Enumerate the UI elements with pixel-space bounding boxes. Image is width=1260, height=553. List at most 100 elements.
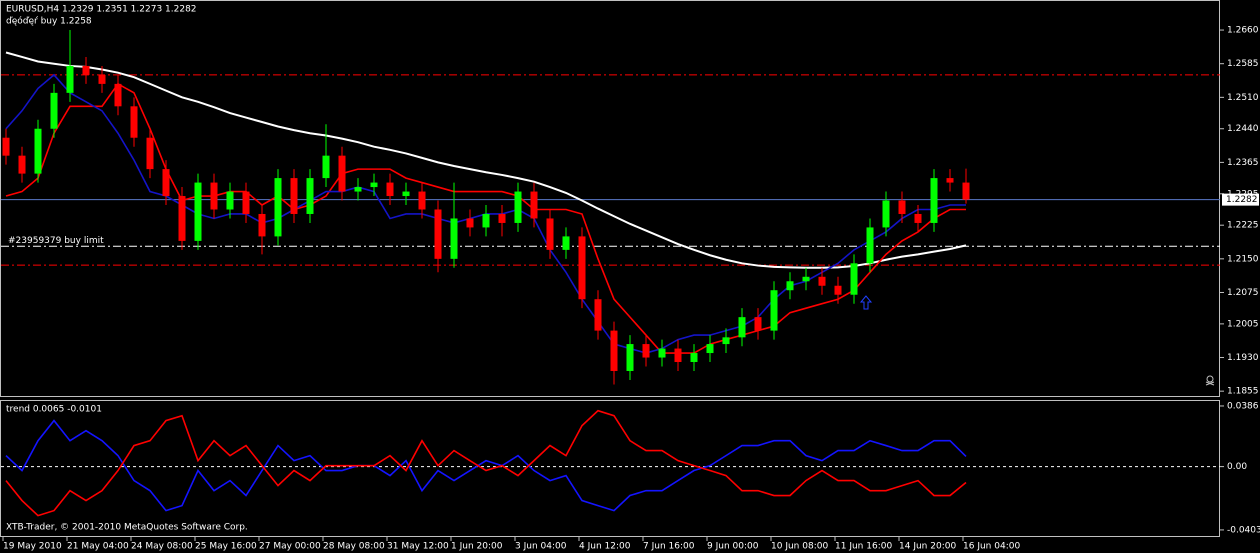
candle-body [18, 155, 26, 174]
y-tick-label: 1.2150 [1227, 254, 1259, 264]
candle-body [274, 178, 282, 237]
candle-body [290, 178, 298, 214]
candle-body [2, 137, 10, 156]
candle-body [162, 169, 170, 197]
candle-body [530, 191, 538, 219]
candle-body [114, 83, 122, 107]
x-tick-label: 27 May 00:00 [259, 542, 321, 552]
x-tick-label: 4 Jun 12:00 [579, 542, 631, 552]
y-tick-label: 1.2585 [1227, 59, 1259, 69]
candle-body [786, 281, 794, 291]
candle-body [466, 218, 474, 228]
candle-body [354, 187, 362, 192]
y-tick-label: 1.2005 [1227, 319, 1259, 329]
x-tick-label: 1 Jun 20:00 [451, 542, 503, 552]
x-tick-label: 19 May 2010 [3, 542, 62, 552]
candle-body [626, 344, 634, 371]
candle-body [882, 200, 890, 228]
candle-body [98, 74, 106, 84]
candle-body [322, 155, 330, 179]
candle-body [610, 330, 618, 371]
candle-body [642, 344, 650, 358]
candle-body [594, 299, 602, 331]
candle-body [370, 182, 378, 188]
x-tick-label: 21 May 04:00 [67, 542, 129, 552]
candle-body [546, 218, 554, 250]
y-tick-label: 1.2225 [1227, 221, 1259, 231]
x-tick-label: 7 Jun 16:00 [643, 542, 695, 552]
y-tick-label: 0.0386 [1227, 401, 1259, 411]
bid-box [1222, 193, 1259, 206]
y-tick-label: 1.2075 [1227, 288, 1259, 298]
x-tick-label: 25 May 16:00 [195, 542, 257, 552]
y-tick-label: -0.0403 [1227, 525, 1260, 535]
candle-body [146, 137, 154, 170]
indicator-line [5, 409, 967, 517]
candle-body [818, 276, 826, 286]
x-tick-label: 16 Jun 04:00 [963, 542, 1020, 552]
x-tick-label: 3 Jun 04:00 [515, 542, 567, 552]
x-tick-label: 28 May 08:00 [323, 542, 385, 552]
candle-body [210, 182, 218, 210]
candle-body [66, 65, 74, 93]
x-tick-label: 9 Jun 00:00 [707, 542, 759, 552]
candle-body [82, 65, 90, 75]
x-tick-label: 10 Jun 08:00 [771, 542, 828, 552]
candle-body [578, 236, 586, 300]
candle-body [834, 285, 842, 295]
x-tick-label: 11 Jun 16:00 [835, 542, 892, 552]
candle-body [674, 348, 682, 363]
y-tick-label: 1.2365 [1227, 158, 1259, 168]
candle-body [482, 213, 490, 228]
expert-icon [1205, 375, 1215, 386]
candle-body [738, 317, 746, 338]
candle-body [50, 92, 58, 129]
candle-body [946, 178, 954, 183]
candle-body [450, 218, 458, 259]
candle-body [242, 191, 250, 214]
indicator-line [5, 419, 967, 512]
candle-body [690, 353, 698, 363]
candle-body [258, 213, 266, 237]
y-tick-label: 0.00 [1227, 462, 1247, 472]
x-tick-label: 24 May 08:00 [131, 542, 193, 552]
copyright: XTB-Trader, © 2001-2010 MetaQuotes Softw… [6, 523, 248, 533]
candle-body [754, 317, 762, 331]
chart-title: EURUSD,H4 1.2329 1.2351 1.2273 1.2282 [6, 5, 197, 15]
x-tick-label: 31 May 12:00 [387, 542, 449, 552]
candle-body [498, 213, 506, 223]
y-tick-label: 1.2440 [1227, 124, 1259, 134]
x-tick-label: 14 Jun 20:00 [899, 542, 956, 552]
candle-body [418, 191, 426, 210]
candle-body [658, 348, 666, 358]
candle-body [34, 128, 42, 174]
candle-body [178, 196, 186, 241]
candle-body [722, 337, 730, 345]
arrow-icon [859, 295, 873, 310]
candle-body [770, 290, 778, 331]
candle-body [434, 209, 442, 259]
candle-body [802, 276, 810, 282]
candle-body [514, 191, 522, 223]
candle-body [914, 213, 922, 223]
candle-body [562, 236, 570, 250]
candle-body [706, 344, 714, 354]
candle-body [898, 200, 906, 214]
candle-body [866, 227, 874, 264]
bid-label: 1.2282 [1226, 195, 1258, 205]
y-tick-label: 1.1855 [1227, 387, 1259, 397]
main-panel-border [0, 0, 1220, 397]
candle-body [850, 263, 858, 295]
candle-body [402, 191, 410, 197]
level-label: #23959379 buy limit [8, 236, 104, 246]
indicator-title: trend 0.0065 -0.0101 [6, 405, 102, 415]
order-note: ďęóďęŕ buy 1.2258 [6, 16, 92, 27]
candle-body [194, 182, 202, 241]
y-tick-label: 1.2510 [1227, 93, 1259, 103]
candle-body [386, 182, 394, 197]
candle-body [930, 178, 938, 223]
sub-panel-border [0, 400, 1220, 537]
